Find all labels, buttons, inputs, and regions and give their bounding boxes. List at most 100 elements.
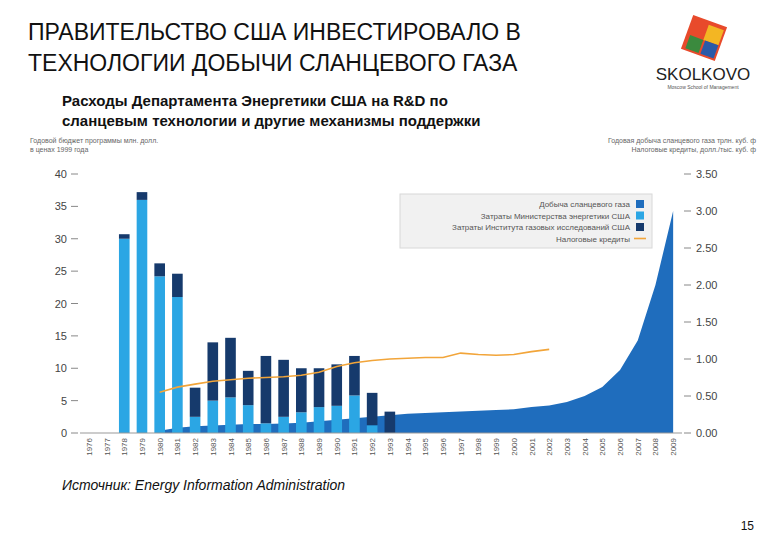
logo-subtitle: Moscow School of Management	[667, 84, 739, 90]
bar	[243, 371, 254, 405]
title: ПРАВИТЕЛЬСТВО США ИНВЕСТИРОВАЛО В	[28, 19, 521, 45]
x-tick-label: 1991	[350, 437, 359, 455]
y-tick	[71, 335, 78, 336]
y-tick	[71, 174, 78, 175]
x-tick-label: 1989	[315, 437, 324, 455]
x-tick-label: 1978	[120, 437, 129, 455]
subtitle: сланцевым технологии и другие механизмы …	[62, 112, 480, 129]
x-tick-label: 1985	[244, 437, 253, 455]
x-tick-label: 2000	[510, 437, 519, 455]
legend-label: Затраты Института газовых исследований С…	[452, 223, 631, 232]
y-tick	[71, 206, 78, 207]
canvas: ПРАВИТЕЛЬСТВО США ИНВЕСТИРОВАЛО ВТЕХНОЛО…	[0, 0, 780, 540]
bar	[314, 407, 325, 433]
page-number: 15	[741, 519, 755, 533]
y2-tick-label: 0.00	[696, 427, 717, 439]
x-axis	[80, 433, 682, 434]
y2-tick-label: 2.00	[696, 279, 717, 291]
y2-tick	[684, 396, 691, 397]
bar	[349, 395, 360, 433]
subtitle: Расходы Департамента Энергетики США на R…	[62, 92, 448, 109]
x-tick-label: 2004	[581, 437, 590, 455]
bar	[278, 417, 289, 433]
legend-swatch	[634, 238, 646, 240]
marks	[119, 192, 673, 433]
x-tick-label: 1976	[85, 437, 94, 455]
x-tick-label: 1996	[439, 437, 448, 455]
y-tick	[71, 368, 78, 369]
y-tick	[71, 271, 78, 272]
x-tick-label: 2001	[528, 437, 537, 455]
y2-tick	[684, 248, 691, 249]
legend-box	[400, 194, 652, 248]
bar	[137, 200, 148, 433]
bar	[137, 192, 148, 200]
y2-tick	[684, 285, 691, 286]
y-tick-label: 0	[61, 427, 67, 439]
x-tick-label: 2003	[563, 437, 572, 455]
x-tick-label: 1981	[173, 437, 182, 455]
x-tick-label: 2006	[616, 437, 625, 455]
y-tick-label: 40	[55, 168, 67, 180]
bar	[172, 297, 183, 433]
x-tick-label: 1983	[209, 437, 218, 455]
bar	[385, 412, 396, 433]
y2-tick-label: 1.00	[696, 353, 717, 365]
source: Источник: Energy Information Administrat…	[62, 477, 345, 493]
y2-tick	[684, 211, 691, 212]
bar	[119, 239, 130, 433]
bar	[119, 234, 130, 239]
x-tick-label: 2007	[634, 437, 643, 455]
y-tick	[71, 433, 78, 434]
logo-text: SKOLKOVO	[656, 65, 750, 84]
x-tick-label: 1984	[227, 437, 236, 455]
x-tick-label: 1979	[138, 437, 147, 455]
y-tick-label: 30	[55, 233, 67, 245]
y-tick-label: 15	[55, 330, 67, 342]
y-tick	[71, 303, 78, 304]
logo-shape	[681, 15, 727, 61]
y-tick-label: 20	[55, 298, 67, 310]
y2-tick	[684, 322, 691, 323]
bar	[331, 364, 342, 405]
y-tick	[71, 238, 78, 239]
bar	[154, 276, 165, 433]
x-tick-label: 2005	[598, 437, 607, 455]
y-tick-label: 10	[55, 362, 67, 374]
bar	[207, 401, 218, 433]
x-tick-label: 1992	[368, 437, 377, 455]
bar	[296, 412, 307, 433]
bar	[261, 423, 272, 433]
bar	[172, 274, 183, 297]
y2-tick-label: 1.50	[696, 316, 717, 328]
root: ПРАВИТЕЛЬСТВО США ИНВЕСТИРОВАЛО ВТЕХНОЛО…	[0, 0, 780, 540]
bar	[225, 338, 236, 398]
legend-swatch	[636, 212, 644, 220]
y-tick	[71, 400, 78, 401]
bar	[154, 263, 165, 276]
y-axis-title: Годовой бюджет программы млн. долл.	[30, 137, 158, 145]
legend-label: Налоговые кредиты	[556, 235, 630, 244]
legend-swatch	[636, 223, 644, 231]
x-tick-label: 1997	[457, 437, 466, 455]
legend: Добыча сланцевого газаЗатраты Министерст…	[400, 194, 652, 248]
x-tick-label: 1995	[421, 437, 430, 455]
bar	[261, 356, 272, 423]
y2-tick-label: 0.50	[696, 390, 717, 402]
x-tick-label: 1994	[404, 437, 413, 455]
y2-tick	[684, 359, 691, 360]
y2-tick	[684, 174, 691, 175]
x-tick-label: 1986	[262, 437, 271, 455]
bar	[367, 425, 378, 433]
logo-shape	[685, 35, 703, 53]
y2-tick-label: 3.50	[696, 168, 717, 180]
bar	[225, 397, 236, 433]
bar	[190, 388, 201, 417]
y-tick-label: 35	[55, 200, 67, 212]
x-tick-label: 1990	[333, 437, 342, 455]
legend-label: Затраты Министерства энергетики США	[481, 212, 631, 221]
bar	[207, 342, 218, 400]
logo-shape	[700, 41, 718, 59]
x-tick-label: 2002	[545, 437, 554, 455]
bar	[278, 360, 289, 417]
